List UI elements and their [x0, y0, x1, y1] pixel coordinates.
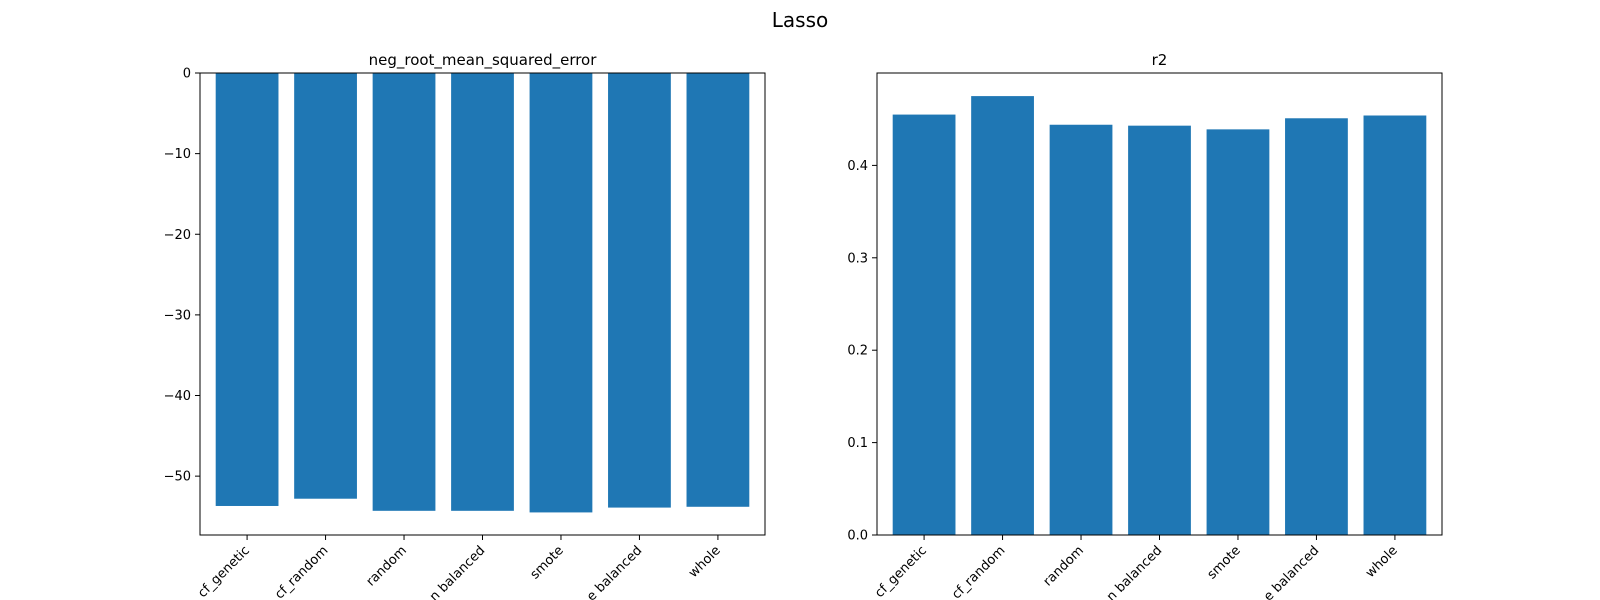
left-ytick-label-1: 0 [183, 67, 191, 82]
right-bar-7 [1363, 115, 1427, 535]
right-bar-2 [971, 96, 1034, 535]
right-bar-4 [1128, 125, 1191, 535]
left-bar-2 [294, 73, 357, 499]
right-xtick-label-4: n balanced [1104, 543, 1165, 600]
left-ytick-label-4: −30 [164, 308, 191, 323]
right-xtick-label-3: random [1041, 543, 1087, 589]
left-xtick-label-2: cf_random [272, 543, 331, 600]
right-ytick-label-3: 0.2 [847, 344, 868, 359]
left-ytick-label-3: −20 [164, 228, 191, 243]
left-bar-7 [686, 73, 750, 507]
right-ytick-label-5: 0.4 [847, 159, 868, 174]
left-bar-1 [215, 73, 279, 506]
left-bar-6 [608, 73, 671, 508]
right-xtick-label-2: cf_random [949, 543, 1008, 600]
left-xtick-label-1: cf_genetic [195, 543, 253, 600]
left-xtick-label-7: whole [686, 543, 724, 581]
left-chart: neg_root_mean_squared_error 0 −10 −20 −30 −40… [164, 51, 766, 600]
left-xtick-label-4: n balanced [427, 543, 488, 600]
left-bar-3 [372, 73, 436, 511]
left-ytick-label-6: −50 [164, 470, 191, 485]
right-bar-3 [1049, 124, 1113, 535]
right-chart: r2 0.0 0.1 0.2 0.3 0.4 cf_genetic cf_random rand… [847, 51, 1443, 600]
right-ytick-label-2: 0.1 [847, 436, 868, 451]
left-xtick-label-6: e balanced [584, 543, 645, 600]
right-chart-title: r2 [1152, 51, 1168, 69]
right-ytick-label-4: 0.3 [847, 251, 868, 266]
right-bar-6 [1285, 118, 1348, 535]
left-bar-5 [529, 73, 593, 513]
right-xtick-label-1: cf_genetic [872, 543, 930, 600]
left-bar-4 [451, 73, 514, 511]
left-xtick-label-3: random [364, 543, 410, 589]
left-chart-title: neg_root_mean_squared_error [369, 51, 598, 70]
right-bar-1 [892, 114, 956, 535]
left-ytick-label-2: −10 [164, 147, 191, 162]
right-bar-5 [1206, 129, 1270, 535]
left-ytick-label-5: −40 [164, 389, 191, 404]
right-xtick-label-7: whole [1363, 543, 1401, 581]
right-ytick-label-1: 0.0 [847, 529, 868, 544]
right-xtick-label-5: smote [1205, 543, 1244, 582]
right-xtick-label-6: e balanced [1261, 543, 1322, 600]
left-xtick-label-5: smote [528, 543, 567, 582]
figure-title: Lasso [771, 8, 829, 32]
